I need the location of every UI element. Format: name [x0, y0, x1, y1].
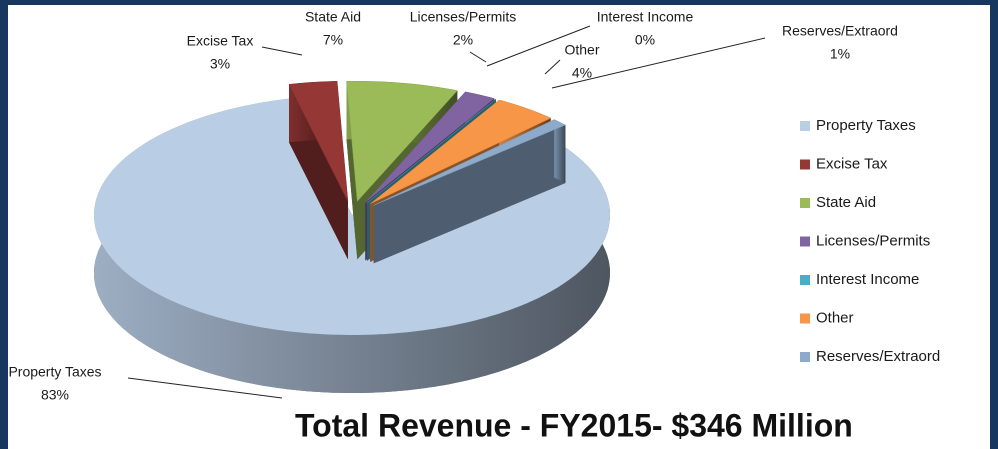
slice-top — [369, 99, 552, 205]
slice-top — [373, 119, 567, 206]
chart-title: Total Revenue - FY2015- $346 Million — [295, 407, 853, 443]
legend-label: Reserves/Extraord — [816, 348, 940, 365]
data-label-name: Reserves/Extraord — [782, 23, 898, 39]
data-label-name: Interest Income — [597, 9, 694, 25]
data-label-value: 3% — [210, 56, 230, 72]
leader-line — [469, 51, 487, 63]
slice-top — [346, 81, 458, 202]
data-label-name: Licenses/Permits — [410, 9, 517, 25]
legend-label: Property Taxes — [816, 117, 916, 134]
data-label-name: Excise Tax — [187, 33, 254, 49]
legend-label: Other — [816, 309, 854, 326]
slice-side — [94, 98, 610, 393]
data-label-value: 4% — [572, 65, 592, 81]
leader-line — [486, 25, 591, 67]
legend-label: Interest Income — [816, 271, 919, 288]
slice-top — [366, 98, 497, 204]
legend-swatch — [800, 198, 810, 208]
legend-swatch — [800, 236, 810, 247]
slice-wall — [373, 125, 566, 264]
data-label-name: Property Taxes — [8, 364, 101, 380]
slice-top — [94, 98, 610, 335]
leader-line — [544, 59, 561, 75]
leader-line — [261, 46, 303, 56]
slice — [288, 81, 349, 260]
legend-swatch — [800, 313, 810, 324]
data-label-value: 1% — [830, 46, 850, 62]
slice-side — [554, 119, 566, 183]
data-label-value: 2% — [453, 32, 473, 48]
slice-top — [365, 91, 495, 203]
data-label-name: Other — [564, 42, 599, 58]
slice-top — [288, 81, 349, 202]
legend-label: State Aid — [816, 194, 876, 211]
slice — [373, 119, 567, 264]
data-label-value: 7% — [323, 32, 343, 48]
data-label-name: State Aid — [305, 9, 361, 25]
legend-swatch — [800, 121, 810, 131]
leader-line — [127, 377, 283, 399]
slice — [94, 98, 610, 393]
legend-label: Excise Tax — [816, 155, 888, 172]
legend-label: Licenses/Permits — [816, 232, 930, 249]
leader-line — [551, 37, 766, 89]
data-label-value: 0% — [635, 32, 655, 48]
data-label-value: 83% — [41, 387, 69, 403]
legend-swatch — [800, 275, 810, 285]
legend-swatch — [800, 159, 810, 170]
legend-swatch — [800, 352, 810, 362]
